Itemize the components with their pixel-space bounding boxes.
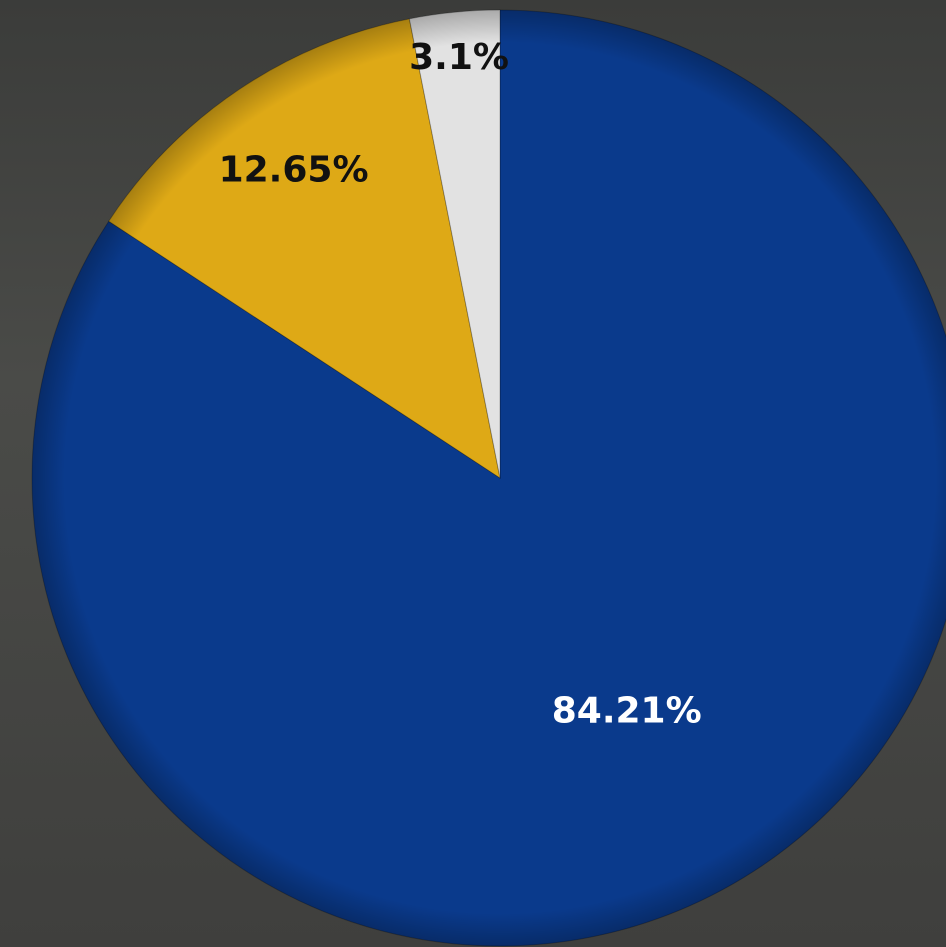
data-label: 3.1% <box>409 37 509 78</box>
pie <box>32 10 946 946</box>
page: {"chart_data": {"type": "pie", "values":… <box>0 0 946 947</box>
data-label: 84.21% <box>552 691 702 732</box>
data-label: 12.65% <box>219 149 369 190</box>
chart: 84.21% 12.65% 3.1% <box>0 0 946 947</box>
